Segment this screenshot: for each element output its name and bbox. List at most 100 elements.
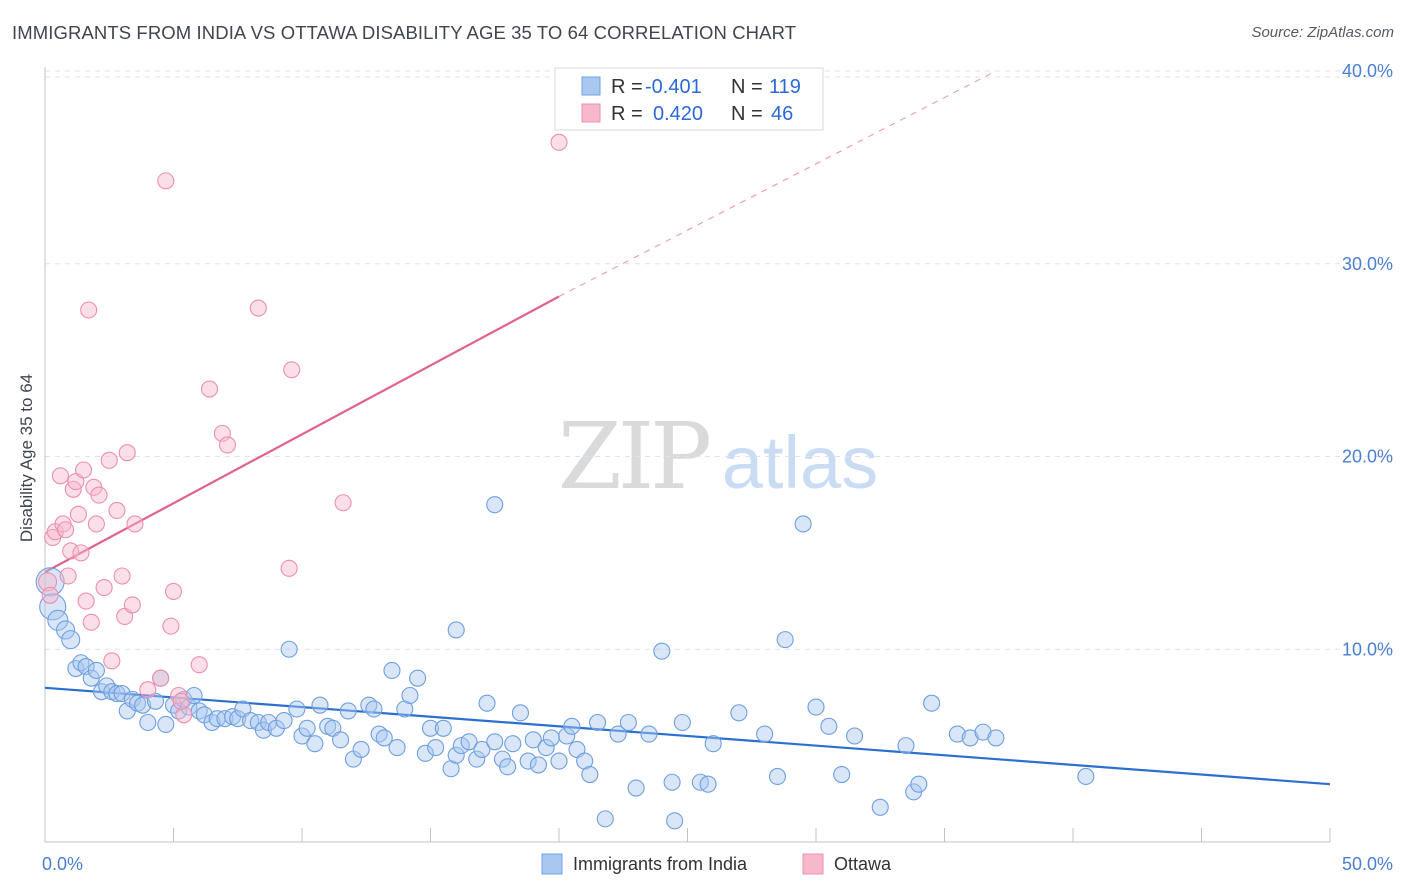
point-immigrants-india	[499, 758, 517, 776]
point-immigrants-india	[39, 593, 67, 621]
trend-line-ottawa-extension	[558, 70, 997, 298]
point-ottawa	[75, 461, 93, 479]
point-ottawa	[123, 596, 141, 614]
point-immigrants-india	[375, 729, 393, 747]
point-immigrants-india	[447, 746, 465, 764]
y-tick-label: 10.0%	[1342, 639, 1393, 659]
point-immigrants-india	[486, 733, 504, 751]
point-ottawa	[126, 515, 144, 533]
point-ottawa	[59, 567, 77, 585]
point-ottawa	[172, 692, 190, 710]
point-immigrants-india	[776, 631, 794, 649]
point-immigrants-india	[871, 798, 889, 816]
point-ottawa	[72, 544, 90, 562]
point-ottawa	[200, 380, 219, 398]
point-immigrants-india	[306, 735, 324, 753]
point-immigrants-india	[923, 694, 941, 712]
point-immigrants-india	[704, 735, 722, 753]
point-immigrants-india	[298, 719, 316, 737]
point-ottawa	[283, 361, 301, 379]
y-axis-label: Disability Age 35 to 64	[17, 374, 36, 542]
point-immigrants-india	[537, 739, 555, 757]
point-immigrants-india	[673, 713, 691, 732]
point-ottawa	[164, 582, 183, 600]
point-immigrants-india	[416, 744, 434, 762]
point-ottawa	[77, 592, 95, 610]
legend-swatch-ottawa	[581, 103, 601, 123]
point-immigrants-india	[478, 694, 496, 712]
data-points	[35, 133, 1095, 830]
point-immigrants-india	[421, 719, 440, 737]
point-immigrants-india	[504, 735, 522, 753]
chart-title: IMMIGRANTS FROM INDIA VS OTTAWA DISABILI…	[12, 22, 797, 43]
point-immigrants-india	[542, 729, 560, 747]
watermark-atlas: atlas	[722, 421, 878, 504]
point-immigrants-india	[409, 669, 427, 687]
point-immigrants-india	[447, 621, 465, 639]
point-immigrants-india	[794, 515, 812, 533]
axes	[44, 67, 1331, 843]
y-tick-label: 30.0%	[1342, 254, 1393, 274]
point-immigrants-india	[365, 700, 383, 718]
point-ottawa	[175, 706, 193, 724]
point-immigrants-india	[401, 686, 419, 705]
point-immigrants-india	[581, 765, 599, 784]
point-ottawa	[190, 656, 208, 674]
point-immigrants-india	[563, 717, 581, 735]
point-immigrants-india	[609, 725, 627, 743]
point-immigrants-india	[768, 767, 787, 786]
point-immigrants-india	[666, 812, 684, 830]
point-immigrants-india	[1077, 767, 1095, 786]
point-immigrants-india	[47, 609, 69, 631]
x-tick-label: 50.0%	[1342, 854, 1393, 874]
point-immigrants-india	[229, 710, 247, 728]
point-immigrants-india	[807, 698, 825, 716]
point-immigrants-india	[558, 727, 576, 745]
point-ottawa	[100, 451, 118, 469]
legend-r-label-india: R =	[611, 76, 643, 98]
grid-lines	[45, 70, 1390, 650]
bottom-legend: Immigrants from India Ottawa	[541, 853, 892, 875]
point-ottawa	[90, 486, 108, 504]
legend-n-label-ottawa: N =	[731, 103, 763, 125]
legend-r-value-ottawa: 0.420	[653, 103, 703, 125]
point-ottawa	[113, 567, 131, 585]
point-immigrants-india	[280, 640, 298, 658]
point-ottawa	[103, 652, 121, 670]
point-ottawa	[157, 172, 175, 190]
point-immigrants-india	[311, 696, 329, 714]
point-ottawa	[95, 579, 113, 597]
source-label: Source: ZipAtlas.com	[1251, 24, 1394, 41]
legend-r-label-ottawa: R =	[611, 103, 643, 125]
point-immigrants-india	[511, 704, 530, 722]
point-ottawa	[139, 681, 157, 699]
point-immigrants-india	[524, 731, 542, 749]
point-immigrants-india	[588, 713, 607, 732]
point-immigrants-india	[134, 696, 152, 714]
point-ottawa	[41, 586, 59, 604]
point-immigrants-india	[845, 727, 864, 745]
point-ottawa	[118, 444, 136, 462]
y-tick-label: 20.0%	[1342, 447, 1393, 467]
point-immigrants-india	[663, 773, 681, 791]
y-tick-label: 40.0%	[1342, 61, 1393, 81]
point-immigrants-india	[460, 733, 478, 751]
point-immigrants-india	[910, 775, 928, 793]
point-immigrants-india	[653, 642, 671, 660]
point-ottawa	[51, 467, 69, 485]
point-ottawa	[82, 613, 100, 631]
point-immigrants-india	[486, 496, 504, 514]
point-immigrants-india	[756, 725, 774, 743]
point-immigrants-india	[339, 702, 357, 720]
point-ottawa	[218, 436, 237, 454]
point-immigrants-india	[596, 810, 614, 828]
legend-n-label-india: N =	[731, 76, 763, 98]
point-immigrants-india	[452, 737, 470, 755]
legend-r-value-india: -0.401	[645, 76, 702, 98]
point-immigrants-india	[473, 740, 491, 759]
point-immigrants-india	[108, 685, 126, 703]
point-immigrants-india	[331, 731, 350, 749]
trend-line-immigrants-india	[44, 686, 1331, 786]
bottom-legend-swatch-india	[541, 853, 563, 875]
bottom-legend-label-india: Immigrants from India	[573, 854, 748, 874]
